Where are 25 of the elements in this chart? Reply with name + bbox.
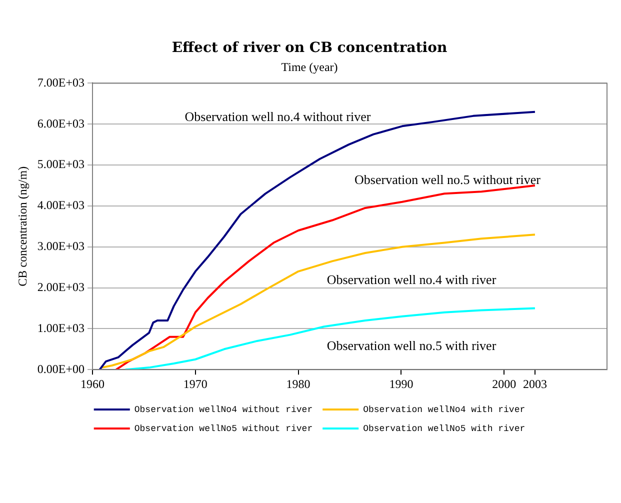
legend-label: Observation wellNo4 with river (363, 404, 526, 415)
y-tick-label: 2.00E+03 (37, 280, 84, 294)
y-tick-label: 1.00E+03 (37, 320, 84, 335)
x-axis-title: Time (year) (281, 60, 338, 74)
y-tick-label: 7.00E+03 (37, 75, 84, 90)
x-tick-label: 1990 (389, 376, 414, 391)
annotation: Observation well no.5 with river (326, 338, 497, 354)
annotation: Observation well no.4 with river (326, 272, 497, 288)
y-tick-label: 3.00E+03 (37, 239, 84, 254)
y-tick-label: 6.00E+03 (37, 116, 84, 130)
legend-label: Observation wellNo5 without river (134, 424, 313, 434)
x-tick-label: 1970 (183, 376, 208, 391)
y-tick-label: 5.00E+03 (37, 157, 84, 172)
x-tick-label: 2003 (522, 376, 547, 391)
annotation: Observation well no.4 without river (184, 108, 372, 124)
x-tick-label: 2000 (492, 376, 516, 391)
legend-label: Observation wellNo5 with river (363, 424, 526, 434)
annotation: Observation well no.5 without river (354, 172, 542, 187)
chart-title: Effect of river on CB concentration (172, 40, 448, 56)
y-tick-label: 0.00E+00 (37, 362, 84, 376)
y-axis-title: CB concentration (ng/m) (15, 166, 30, 286)
y-tick-label: 4.00E+03 (37, 198, 84, 212)
x-tick-label: 1960 (80, 376, 104, 391)
legend-label: Observation wellNo4 without river (134, 404, 313, 415)
x-tick-label: 1980 (286, 376, 310, 391)
